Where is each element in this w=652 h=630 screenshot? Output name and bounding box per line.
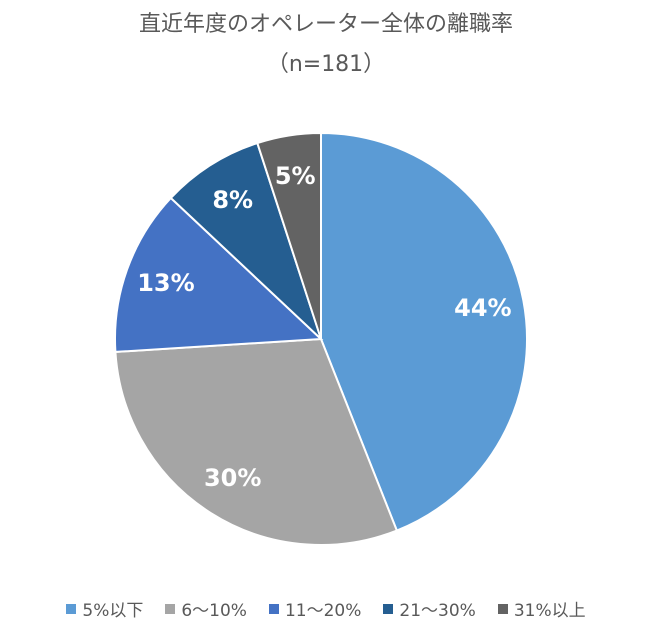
pie-slice-0: [320, 131, 528, 532]
legend-item-0: 5%以下: [66, 596, 143, 621]
pie-slice-3: [169, 141, 322, 340]
pie-chart: 44% 30% 13% 8% 5%: [114, 131, 528, 546]
chart-title: 直近年度のオペレーター全体の離職率: [138, 12, 513, 37]
legend-swatch-0: [66, 603, 77, 614]
legend-item-3: 21〜30%: [383, 596, 476, 621]
legend-label-3: 21〜30%: [399, 601, 476, 621]
slice-data-label-2: 13%: [137, 269, 194, 297]
slice-data-label-0: 44%: [454, 294, 511, 322]
slice-data-label-3: 8%: [212, 186, 253, 214]
slice-data-label-1: 30%: [204, 464, 261, 492]
legend-swatch-2: [268, 603, 279, 614]
chart-subtitle: （n=181）: [266, 52, 386, 77]
legend-label-2: 11〜20%: [284, 601, 362, 621]
legend-item-2: 11〜20%: [268, 596, 362, 621]
legend-swatch-4: [497, 603, 508, 614]
legend-item-4: 31%以上: [497, 596, 586, 621]
chart-legend: 5%以下 6〜10% 11〜20% 21〜30% 31%以上: [0, 596, 652, 621]
legend-label-0: 5%以下: [82, 601, 144, 621]
legend-label-1: 6〜10%: [181, 601, 247, 621]
legend-label-4: 31%以上: [513, 601, 586, 621]
pie-slice-2: [114, 196, 324, 353]
pie-slice-4: [256, 131, 322, 340]
legend-swatch-1: [165, 603, 176, 614]
pie-slice-1: [114, 337, 399, 546]
slice-data-label-4: 5%: [275, 162, 316, 190]
legend-swatch-3: [383, 603, 394, 614]
legend-item-1: 6〜10%: [165, 596, 247, 621]
